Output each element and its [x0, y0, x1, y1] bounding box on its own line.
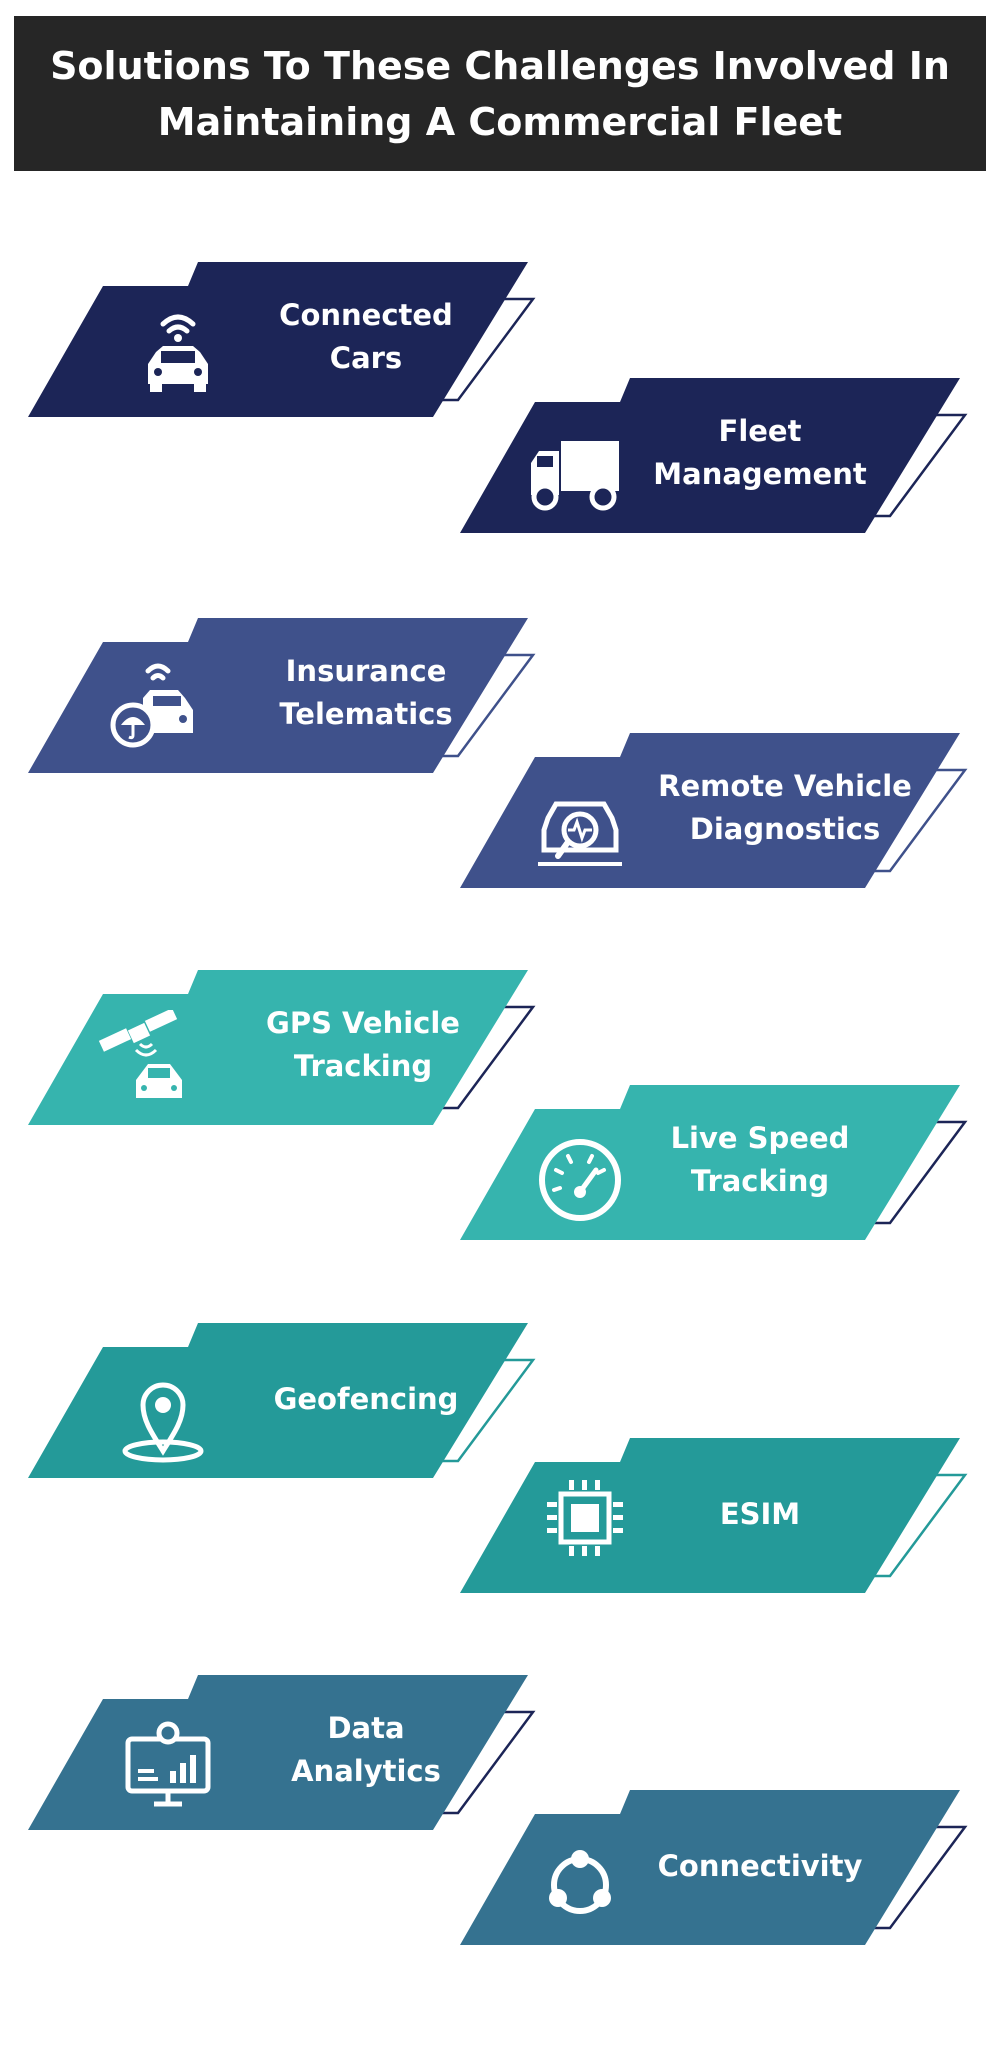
card-fleet-management: Fleet Management	[460, 378, 980, 578]
card-remote-vehicle-diagnostics: Remote Vehicle Diagnostics	[460, 733, 980, 933]
card-connected-cars: Connected Cars	[28, 262, 548, 462]
card-label-line-2: Tracking	[293, 1049, 433, 1083]
card-label-line-1: Connected	[279, 298, 453, 332]
card-label-line-1: Data	[327, 1711, 405, 1745]
card-label: Live Speed Tracking	[610, 1117, 910, 1203]
connected-car-icon	[128, 302, 228, 402]
card-label: Connected Cars	[216, 294, 516, 380]
card-label: Connectivity	[610, 1845, 910, 1888]
page-header: Solutions To These Challenges Involved I…	[14, 16, 986, 171]
card-label-line-1: Insurance	[285, 654, 447, 688]
car-diagnostics-icon	[530, 778, 630, 878]
card-label-line-1: Remote Vehicle	[658, 769, 912, 803]
card-connectivity: Connectivity	[460, 1790, 980, 1990]
card-label-line-2: Analytics	[291, 1754, 441, 1788]
card-data-analytics: Data Analytics	[28, 1675, 548, 1875]
title-line-1: Solutions To These Challenges Involved I…	[50, 43, 950, 88]
card-label-line-1: ESIM	[719, 1497, 801, 1531]
card-label: GPS Vehicle Tracking	[203, 1002, 523, 1088]
satellite-car-icon	[98, 1010, 198, 1110]
speedometer-icon	[530, 1130, 630, 1230]
card-label: Geofencing	[216, 1378, 516, 1421]
card-shape	[460, 1790, 968, 1945]
title-line-2: Maintaining A Commercial Fleet	[157, 99, 843, 144]
card-esim: ESIM	[460, 1438, 980, 1638]
card-label: Insurance Telematics	[216, 650, 516, 736]
location-pin-icon	[113, 1363, 213, 1463]
card-gps-vehicle-tracking: GPS Vehicle Tracking	[28, 970, 548, 1170]
card-live-speed-tracking: Live Speed Tracking	[460, 1085, 980, 1285]
card-label-line-2: Management	[653, 457, 867, 491]
chip-icon	[535, 1468, 635, 1568]
card-label-line-1: Live Speed	[670, 1121, 850, 1155]
card-label: ESIM	[610, 1493, 910, 1536]
card-label-line-1: Connectivity	[657, 1849, 863, 1883]
card-label-line-2: Telematics	[279, 697, 453, 731]
insured-car-icon	[103, 653, 203, 753]
card-shape	[460, 378, 968, 533]
card-label: Fleet Management	[610, 410, 910, 496]
card-label-line-2: Diagnostics	[689, 812, 881, 846]
page-title: Solutions To These Challenges Involved I…	[50, 38, 950, 150]
card-label-line-2: Tracking	[690, 1164, 830, 1198]
truck-icon	[525, 423, 625, 523]
card-insurance-telematics: Insurance Telematics	[28, 618, 548, 818]
card-label: Data Analytics	[216, 1707, 516, 1793]
card-shape	[460, 1085, 968, 1240]
card-label-line-1: Fleet	[718, 414, 802, 448]
card-label-line-1: GPS Vehicle	[266, 1006, 460, 1040]
analytics-monitor-icon	[118, 1715, 218, 1815]
card-label: Remote Vehicle Diagnostics	[625, 765, 945, 851]
card-label-line-1: Geofencing	[273, 1382, 459, 1416]
card-label-line-2: Cars	[329, 341, 403, 375]
connectivity-icon	[530, 1835, 630, 1935]
card-geofencing: Geofencing	[28, 1323, 548, 1523]
